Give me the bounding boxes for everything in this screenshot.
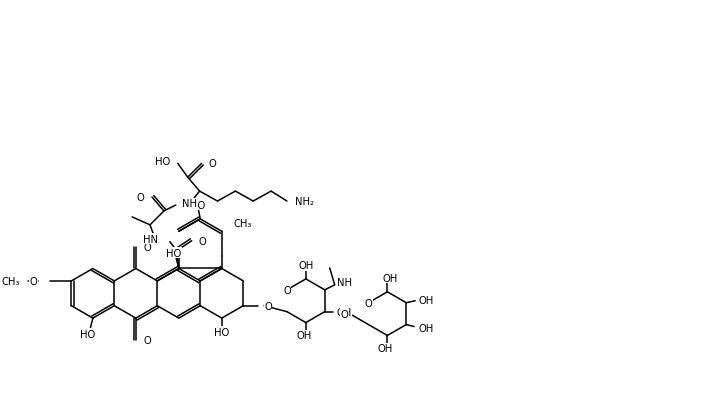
Text: OH: OH bbox=[419, 295, 434, 305]
Text: O: O bbox=[364, 298, 372, 308]
Text: O: O bbox=[136, 193, 144, 202]
Text: NH: NH bbox=[337, 277, 352, 287]
Text: NH: NH bbox=[182, 198, 197, 209]
Text: HO: HO bbox=[81, 329, 96, 339]
Text: O: O bbox=[209, 159, 216, 169]
Text: OH: OH bbox=[383, 273, 398, 283]
Text: HO: HO bbox=[214, 327, 230, 337]
Text: HN: HN bbox=[143, 234, 158, 244]
Text: CH₃: CH₃ bbox=[1, 276, 20, 286]
Text: O: O bbox=[30, 276, 38, 286]
Text: O: O bbox=[144, 242, 151, 252]
Text: CH₃: CH₃ bbox=[234, 219, 252, 229]
Text: HO: HO bbox=[155, 157, 170, 167]
Text: OH: OH bbox=[296, 330, 312, 341]
Text: O: O bbox=[264, 301, 272, 311]
Text: HO: HO bbox=[190, 200, 205, 211]
Text: OH: OH bbox=[337, 307, 352, 317]
Text: O: O bbox=[341, 309, 349, 319]
Text: OH: OH bbox=[419, 323, 434, 333]
Text: HO: HO bbox=[166, 248, 181, 258]
Text: NH₂: NH₂ bbox=[295, 197, 314, 207]
Text: OH: OH bbox=[298, 261, 314, 270]
Text: OH: OH bbox=[378, 344, 393, 353]
Text: O: O bbox=[144, 335, 151, 345]
Text: O: O bbox=[199, 236, 206, 246]
Text: O: O bbox=[283, 285, 291, 295]
